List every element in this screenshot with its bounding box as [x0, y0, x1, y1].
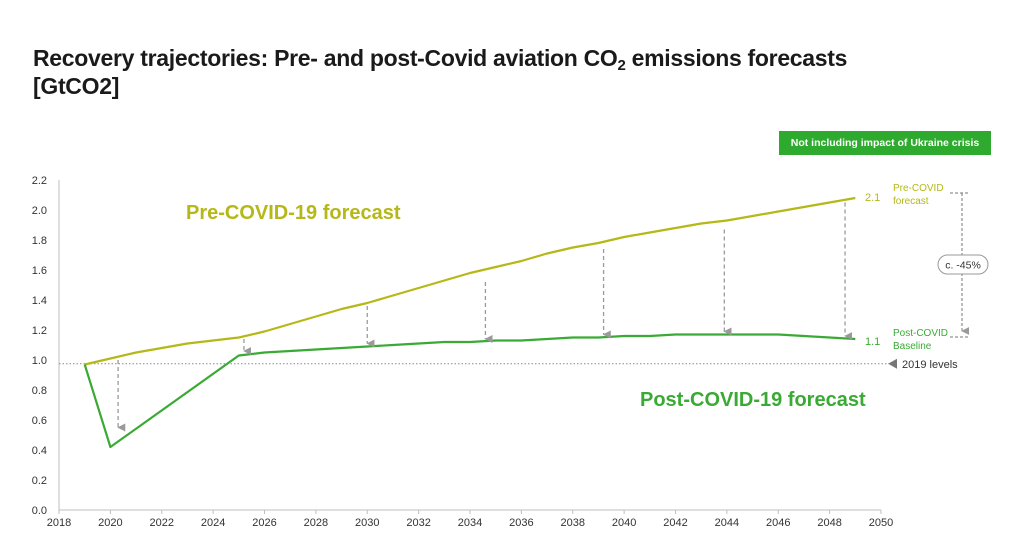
title-line1-pre: Recovery trajectories: Pre- and post-Cov…	[33, 45, 618, 71]
y-tick-label: 0.0	[32, 505, 47, 517]
reduction-pill	[937, 254, 989, 275]
pre-covid-end-label-line1: Pre-COVID	[893, 183, 944, 194]
ukraine-note-text: Not including impact of Ukraine crisis	[790, 137, 980, 149]
post-covid-series-label: Post-COVID-19 forecast	[640, 389, 866, 411]
x-tick-label: 2044	[715, 517, 739, 529]
ukraine-note-badge: Not including impact of Ukraine crisis	[779, 131, 991, 155]
x-tick-label: 2050	[869, 517, 893, 529]
post-covid-line	[83, 333, 856, 449]
baseline-label: 2019 levels	[902, 359, 958, 371]
baseline-marker-icon	[888, 358, 897, 369]
post-covid-end-value: 1.1	[865, 336, 880, 348]
pre-covid-series-label: Pre-COVID-19 forecast	[186, 202, 401, 224]
x-tick-label: 2020	[98, 517, 122, 529]
x-tick-label: 2042	[663, 517, 687, 529]
y-tick-label: 1.4	[32, 295, 47, 307]
post-covid-end-label-line2: Baseline	[893, 341, 932, 352]
x-tick-label: 2046	[766, 517, 790, 529]
x-tick-label: 2036	[509, 517, 533, 529]
x-tick-label: 2026	[252, 517, 276, 529]
y-tick-label: 2.2	[32, 175, 47, 187]
y-tick-label: 1.6	[32, 265, 47, 277]
x-tick-label: 2048	[817, 517, 841, 529]
y-tick-label: 1.8	[32, 235, 47, 247]
y-tick-label: 0.8	[32, 385, 47, 397]
title-line2: [GtCO2]	[33, 73, 120, 99]
y-tick-label: 1.0	[32, 355, 47, 367]
y-tick-label: 0.2	[32, 475, 47, 487]
y-tick-label: 1.2	[32, 325, 47, 337]
y-tick-label: 2.0	[32, 205, 47, 217]
y-tick-label: 0.6	[32, 415, 47, 427]
x-tick-label: 2024	[201, 517, 225, 529]
y-tick-label: 0.4	[32, 445, 47, 457]
chart-title: Recovery trajectories: Pre- and post-Cov…	[33, 44, 993, 100]
x-tick-label: 2038	[561, 517, 585, 529]
post-covid-end-label-line1: Post-COVID	[893, 328, 948, 339]
x-tick-label: 2018	[47, 517, 71, 529]
x-tick-label: 2040	[612, 517, 636, 529]
pre-covid-end-label-line2: forecast	[893, 196, 929, 207]
x-tick-label: 2030	[355, 517, 379, 529]
x-tick-label: 2022	[150, 517, 174, 529]
title-subscript: 2	[617, 57, 626, 74]
title-line1-post: emissions forecasts	[625, 45, 848, 71]
x-tick-label: 2034	[458, 517, 482, 529]
x-tick-label: 2032	[406, 517, 430, 529]
pre-covid-end-value: 2.1	[865, 192, 880, 204]
x-tick-label: 2028	[304, 517, 328, 529]
pre-covid-line	[84, 196, 856, 366]
reduction-label: c. -45%	[945, 260, 981, 272]
